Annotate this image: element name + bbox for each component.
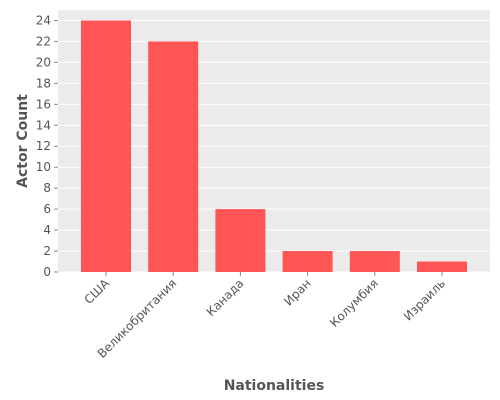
x-tick-label: США — [81, 276, 112, 307]
x-tick-label: Колумбия — [327, 276, 381, 330]
y-tick-label: 2 — [43, 244, 51, 258]
bar — [81, 20, 131, 273]
y-tick-label: 8 — [43, 181, 51, 195]
y-axis-title: Actor Count — [15, 94, 31, 188]
x-tick-label: Иран — [281, 276, 313, 308]
y-tick-label: 6 — [43, 202, 51, 216]
y-tick-label: 0 — [43, 265, 51, 279]
x-tick-label: Израиль — [401, 276, 448, 323]
bar — [417, 261, 467, 272]
bar — [148, 41, 199, 272]
bar — [349, 251, 400, 272]
bar — [215, 209, 266, 272]
y-tick-label: 16 — [36, 97, 51, 111]
x-tick-label: Канада — [204, 276, 247, 319]
bars — [81, 20, 467, 273]
y-tick-label: 14 — [36, 118, 51, 132]
y-tick-label: 12 — [36, 139, 51, 153]
bar — [282, 251, 333, 272]
y-tick-label: 18 — [36, 76, 51, 90]
x-axis-title: Nationalities — [224, 378, 325, 394]
y-tick-label: 24 — [36, 13, 51, 27]
y-tick-label: 10 — [36, 160, 51, 174]
y-tick-label: 22 — [36, 34, 51, 48]
y-tick-label: 20 — [36, 55, 51, 69]
y-tick-label: 4 — [43, 223, 51, 237]
